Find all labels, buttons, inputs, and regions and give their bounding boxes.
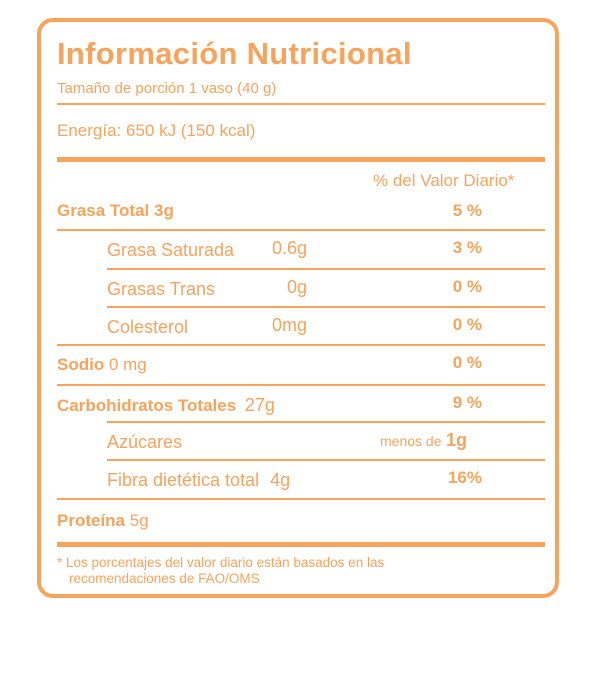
sat-fat-name: Grasa Saturada	[107, 240, 235, 260]
fiber-pct: 16%	[447, 468, 482, 487]
divider	[57, 384, 545, 386]
sodium-name: Sodio	[57, 355, 105, 374]
carbs-name: Carbohidratos Totales	[57, 396, 237, 415]
thick-divider	[57, 542, 545, 547]
energy-value: Energía: 650 kJ (150 kcal)	[57, 121, 256, 140]
divider	[107, 306, 545, 308]
serving-size: Tamaño de porción 1 vaso (40 g)	[57, 80, 277, 97]
fiber-name: Fibra dietética total	[107, 470, 260, 490]
nutrition-label	[37, 18, 559, 598]
sugars-prefix: menos de	[380, 433, 442, 449]
trans-fat-name: Grasas Trans	[107, 279, 216, 299]
sodium-qty: 0 mg	[108, 355, 147, 374]
protein-row: Proteína 5g	[57, 511, 149, 531]
cholesterol-pct: 0 %	[452, 315, 482, 334]
carbs-pct: 9 %	[452, 393, 482, 412]
fiber-qty: 4g	[270, 470, 291, 490]
footnote-line1: * Los porcentajes del valor diario están…	[57, 555, 385, 570]
divider	[57, 229, 545, 231]
cholesterol-name: Colesterol	[107, 317, 189, 337]
divider	[107, 421, 545, 423]
fat-total-name: Grasa Total 3g	[57, 201, 174, 220]
sugars-name: Azúcares	[107, 432, 183, 452]
divider	[57, 498, 545, 500]
fat-total-pct: 5 %	[452, 201, 482, 220]
footnote-line2: recomendaciones de FAO/OMS	[69, 571, 260, 586]
trans-fat-qty: 0g	[286, 277, 307, 297]
carbs-qty: 27g	[244, 395, 275, 415]
divider	[57, 103, 545, 105]
carbs-row: Carbohidratos Totales 27g	[57, 395, 275, 416]
protein-name: Proteína	[57, 511, 126, 530]
daily-value-header: % del Valor Diario*	[373, 171, 515, 190]
footnote: * Los porcentajes del valor diario están…	[57, 555, 543, 587]
label-title: Información Nutricional	[57, 36, 412, 71]
trans-fat-pct: 0 %	[452, 277, 482, 296]
sodium-pct: 0 %	[452, 353, 482, 372]
sugars-amount: menos de 1g	[380, 430, 467, 451]
divider	[107, 268, 545, 270]
cholesterol-qty: 0mg	[271, 315, 307, 335]
sat-fat-pct: 3 %	[452, 238, 482, 257]
sugars-qty: 1g	[445, 430, 467, 450]
fiber-row: Fibra dietética total 4g	[107, 470, 290, 491]
sodium-row: Sodio 0 mg	[57, 355, 147, 375]
protein-qty: 5g	[129, 511, 149, 530]
divider	[57, 344, 545, 346]
thick-divider	[57, 157, 545, 162]
divider	[107, 459, 545, 461]
sat-fat-qty: 0.6g	[271, 238, 307, 258]
